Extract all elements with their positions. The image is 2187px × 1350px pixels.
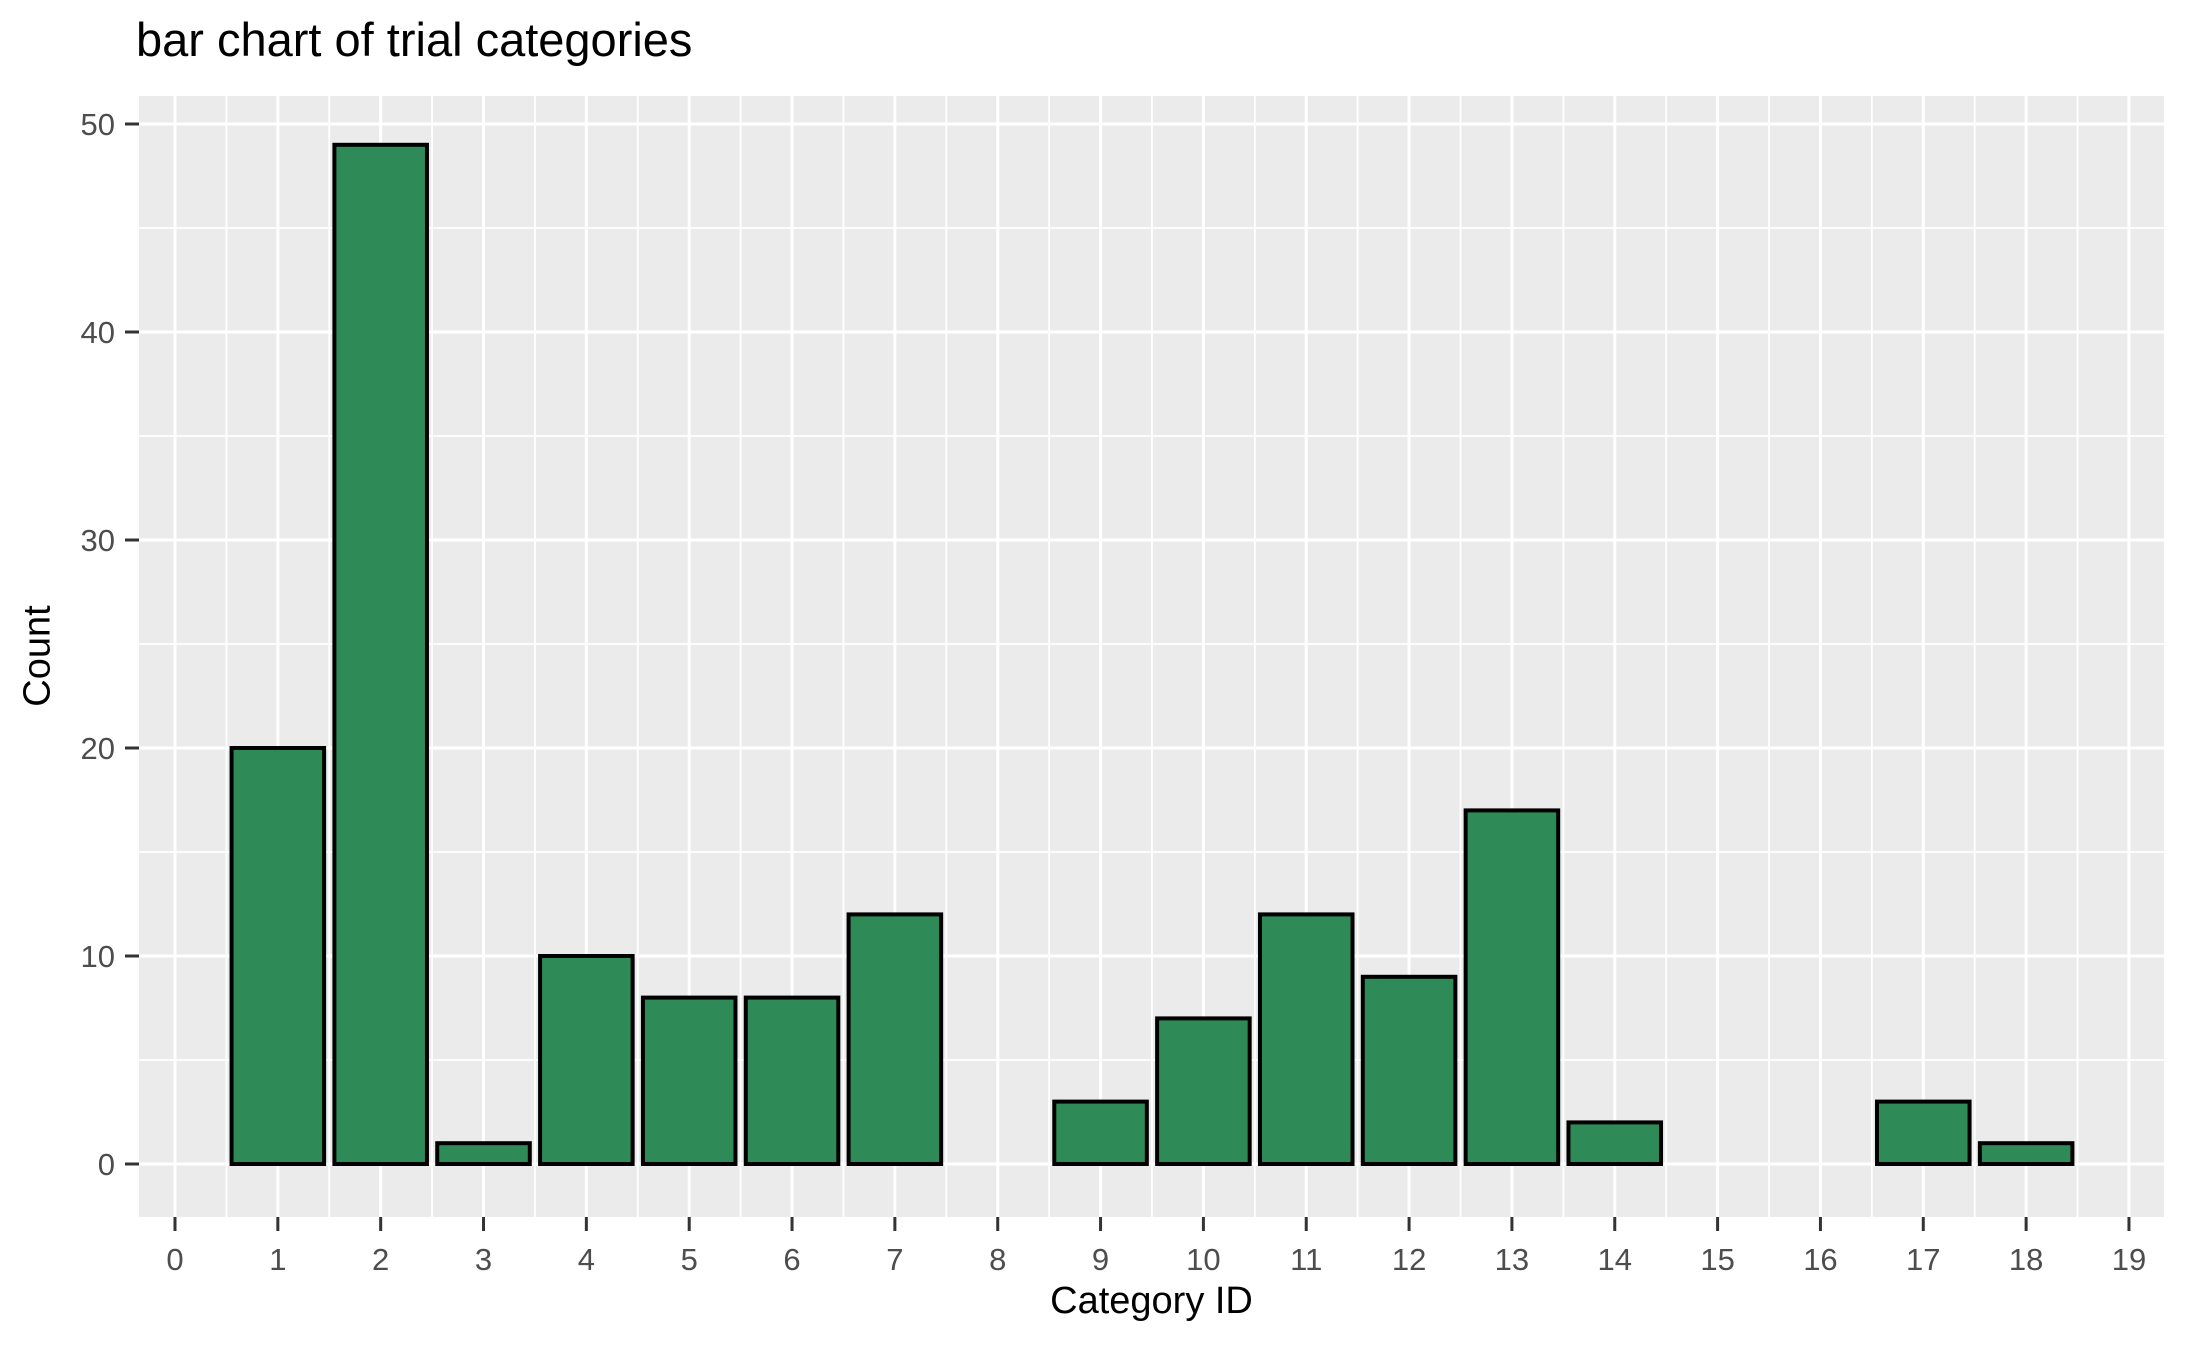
x-tick-label: 1 bbox=[269, 1242, 286, 1277]
bar-category-10 bbox=[1155, 1016, 1252, 1167]
chart-title: bar chart of trial categories bbox=[136, 13, 693, 66]
bar-category-5 bbox=[640, 995, 738, 1166]
bar-category-1 bbox=[229, 746, 327, 1166]
x-tick-label: 18 bbox=[2009, 1242, 2043, 1277]
bar-category-9 bbox=[1052, 1099, 1149, 1166]
bar-category-4 bbox=[538, 954, 635, 1166]
bar-category-12 bbox=[1360, 974, 1458, 1166]
y-tick-label: 20 bbox=[81, 731, 115, 766]
y-axis-title: Count bbox=[16, 605, 59, 707]
y-tick-label: 30 bbox=[81, 523, 115, 558]
x-tick-label: 9 bbox=[1092, 1242, 1109, 1277]
bar-category-13 bbox=[1463, 808, 1561, 1167]
bar-category-11 bbox=[1257, 912, 1355, 1167]
x-tick-label: 15 bbox=[1700, 1242, 1734, 1277]
x-tick-label: 13 bbox=[1495, 1242, 1529, 1277]
bar-category-3 bbox=[435, 1141, 532, 1166]
bar-category-18 bbox=[1977, 1141, 2075, 1166]
x-tick-label: 19 bbox=[2112, 1242, 2146, 1277]
y-tick-label: 50 bbox=[81, 107, 115, 142]
x-tick-label: 2 bbox=[372, 1242, 389, 1277]
x-tick-label: 11 bbox=[1290, 1242, 1322, 1277]
x-tick-label: 0 bbox=[166, 1242, 183, 1277]
bar-category-17 bbox=[1875, 1099, 1972, 1166]
x-tick-label: 5 bbox=[681, 1242, 698, 1277]
x-tick-label: 12 bbox=[1392, 1242, 1426, 1277]
y-tick-label: 0 bbox=[98, 1147, 115, 1182]
x-axis-title: Category ID bbox=[1050, 1280, 1253, 1322]
x-tick-label: 14 bbox=[1598, 1242, 1632, 1277]
x-tick-label: 6 bbox=[783, 1242, 800, 1277]
bar-category-14 bbox=[1566, 1120, 1664, 1167]
x-tick-label: 17 bbox=[1906, 1242, 1940, 1277]
bar-category-2 bbox=[332, 142, 429, 1167]
bar-category-6 bbox=[743, 995, 841, 1166]
x-tick-label: 16 bbox=[1803, 1242, 1837, 1277]
x-tick-label: 4 bbox=[578, 1242, 595, 1277]
bar-category-7 bbox=[846, 912, 944, 1167]
x-tick-label: 3 bbox=[475, 1242, 492, 1277]
y-tick-label: 10 bbox=[81, 939, 115, 974]
x-tick-label: 10 bbox=[1186, 1242, 1220, 1277]
x-tick-label: 8 bbox=[989, 1242, 1006, 1277]
y-tick-label: 40 bbox=[81, 315, 115, 350]
x-tick-label: 7 bbox=[886, 1242, 903, 1277]
